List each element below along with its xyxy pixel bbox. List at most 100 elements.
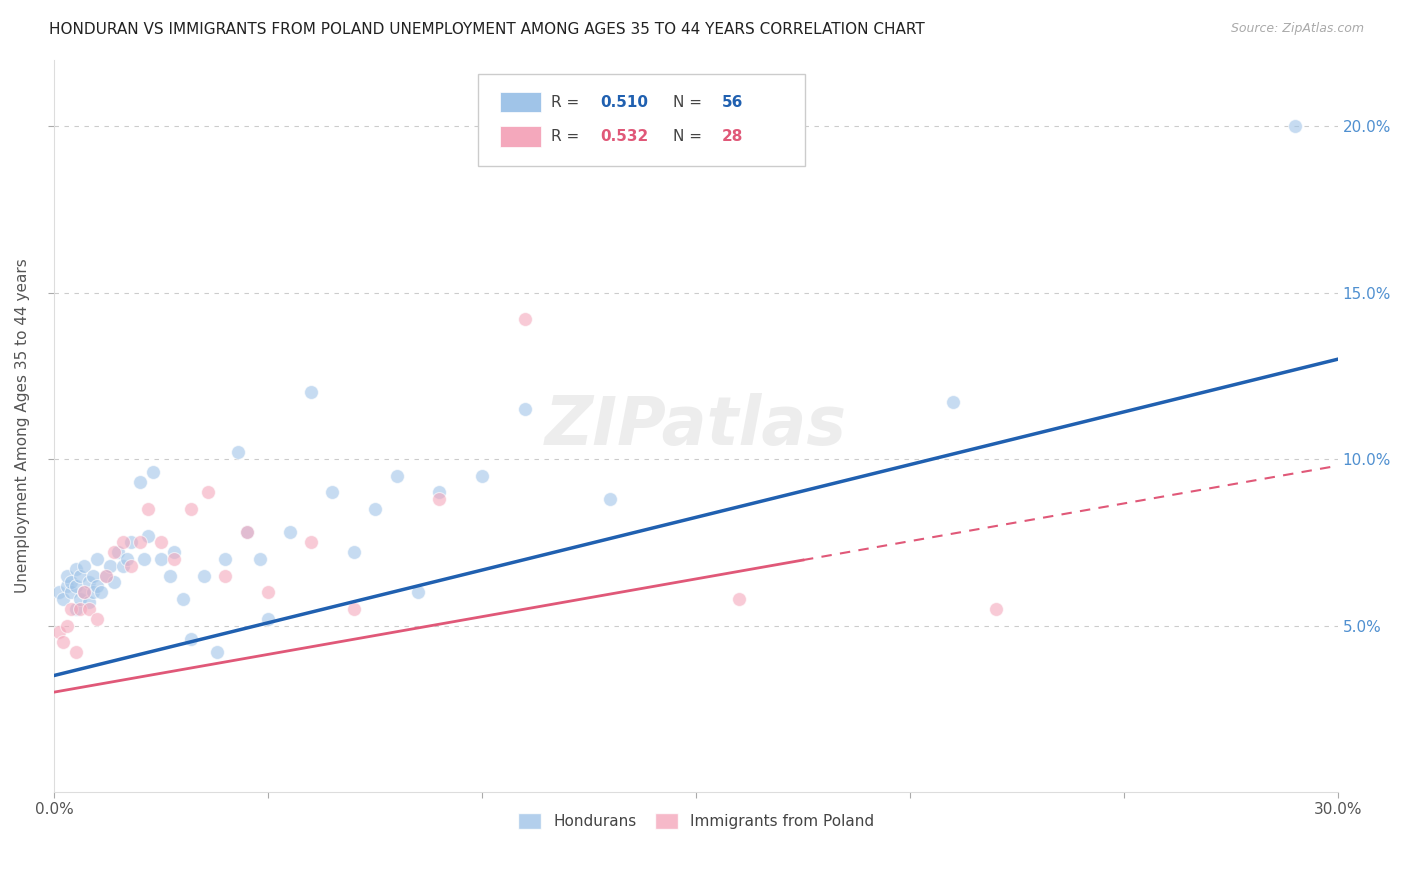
Point [115, 552, 138, 566]
Point [257, 612, 280, 626]
Point [86, 552, 108, 566]
Point [128, 535, 150, 549]
Point [299, 385, 322, 400]
Point [427, 485, 450, 500]
Legend: Hondurans, Immigrants from Poland: Hondurans, Immigrants from Poland [512, 807, 880, 836]
Point [138, 502, 160, 516]
Text: R =: R = [551, 129, 583, 144]
Text: 0.510: 0.510 [600, 95, 648, 110]
FancyBboxPatch shape [478, 74, 806, 166]
Point [107, 545, 129, 559]
Point [236, 525, 259, 540]
Point [278, 525, 301, 540]
Point [343, 602, 366, 616]
Point [52, 635, 75, 649]
Point [150, 535, 173, 549]
Point [150, 552, 173, 566]
Point [56, 618, 79, 632]
Point [69, 602, 91, 616]
Point [65, 578, 87, 592]
Point [180, 632, 202, 646]
Point [205, 645, 228, 659]
Point [984, 602, 1007, 616]
Text: 28: 28 [721, 129, 744, 144]
Point [73, 585, 96, 599]
Point [77, 602, 100, 616]
Text: 56: 56 [721, 95, 744, 110]
Point [56, 578, 79, 592]
Point [82, 568, 104, 582]
Point [321, 485, 343, 500]
Point [942, 395, 965, 409]
Text: HONDURAN VS IMMIGRANTS FROM POLAND UNEMPLOYMENT AMONG AGES 35 TO 44 YEARS CORREL: HONDURAN VS IMMIGRANTS FROM POLAND UNEMP… [49, 22, 925, 37]
Point [65, 602, 87, 616]
Point [159, 568, 181, 582]
Point [56, 568, 79, 582]
Point [214, 552, 236, 566]
Point [103, 545, 125, 559]
Text: Source: ZipAtlas.com: Source: ZipAtlas.com [1230, 22, 1364, 36]
Point [103, 575, 125, 590]
Point [513, 312, 536, 326]
Point [513, 402, 536, 417]
Point [214, 568, 236, 582]
Point [65, 645, 87, 659]
Bar [499, 127, 541, 147]
Point [60, 575, 83, 590]
Point [599, 491, 621, 506]
Y-axis label: Unemployment Among Ages 35 to 44 years: Unemployment Among Ages 35 to 44 years [15, 259, 30, 593]
Point [94, 568, 117, 582]
Point [343, 545, 366, 559]
Point [172, 591, 194, 606]
Point [52, 591, 75, 606]
Point [180, 502, 202, 516]
Point [94, 568, 117, 582]
Point [257, 585, 280, 599]
Text: 0.532: 0.532 [600, 129, 648, 144]
Point [77, 575, 100, 590]
Point [226, 445, 249, 459]
Point [193, 568, 215, 582]
Point [120, 535, 142, 549]
Point [82, 585, 104, 599]
Point [163, 552, 186, 566]
Point [48, 585, 70, 599]
Point [249, 552, 271, 566]
Point [138, 528, 160, 542]
Text: ZIPatlas: ZIPatlas [546, 392, 846, 458]
Point [73, 585, 96, 599]
Point [134, 552, 156, 566]
Point [86, 578, 108, 592]
Point [90, 585, 112, 599]
Point [197, 485, 219, 500]
Point [236, 525, 259, 540]
Point [406, 585, 429, 599]
Point [69, 591, 91, 606]
Point [111, 558, 134, 573]
Point [471, 468, 494, 483]
Point [77, 595, 100, 609]
Point [142, 466, 165, 480]
Point [427, 491, 450, 506]
Text: N =: N = [673, 129, 707, 144]
Text: N =: N = [673, 95, 707, 110]
Point [60, 585, 83, 599]
Point [385, 468, 408, 483]
Point [48, 625, 70, 640]
Point [111, 535, 134, 549]
Point [299, 535, 322, 549]
Point [120, 558, 142, 573]
Point [65, 562, 87, 576]
Text: R =: R = [551, 95, 583, 110]
Point [60, 602, 83, 616]
Point [73, 558, 96, 573]
Point [69, 568, 91, 582]
Bar [499, 92, 541, 112]
Point [364, 502, 387, 516]
Point [98, 558, 121, 573]
Point [128, 475, 150, 490]
Point [1284, 119, 1306, 133]
Point [86, 612, 108, 626]
Point [727, 591, 749, 606]
Point [163, 545, 186, 559]
